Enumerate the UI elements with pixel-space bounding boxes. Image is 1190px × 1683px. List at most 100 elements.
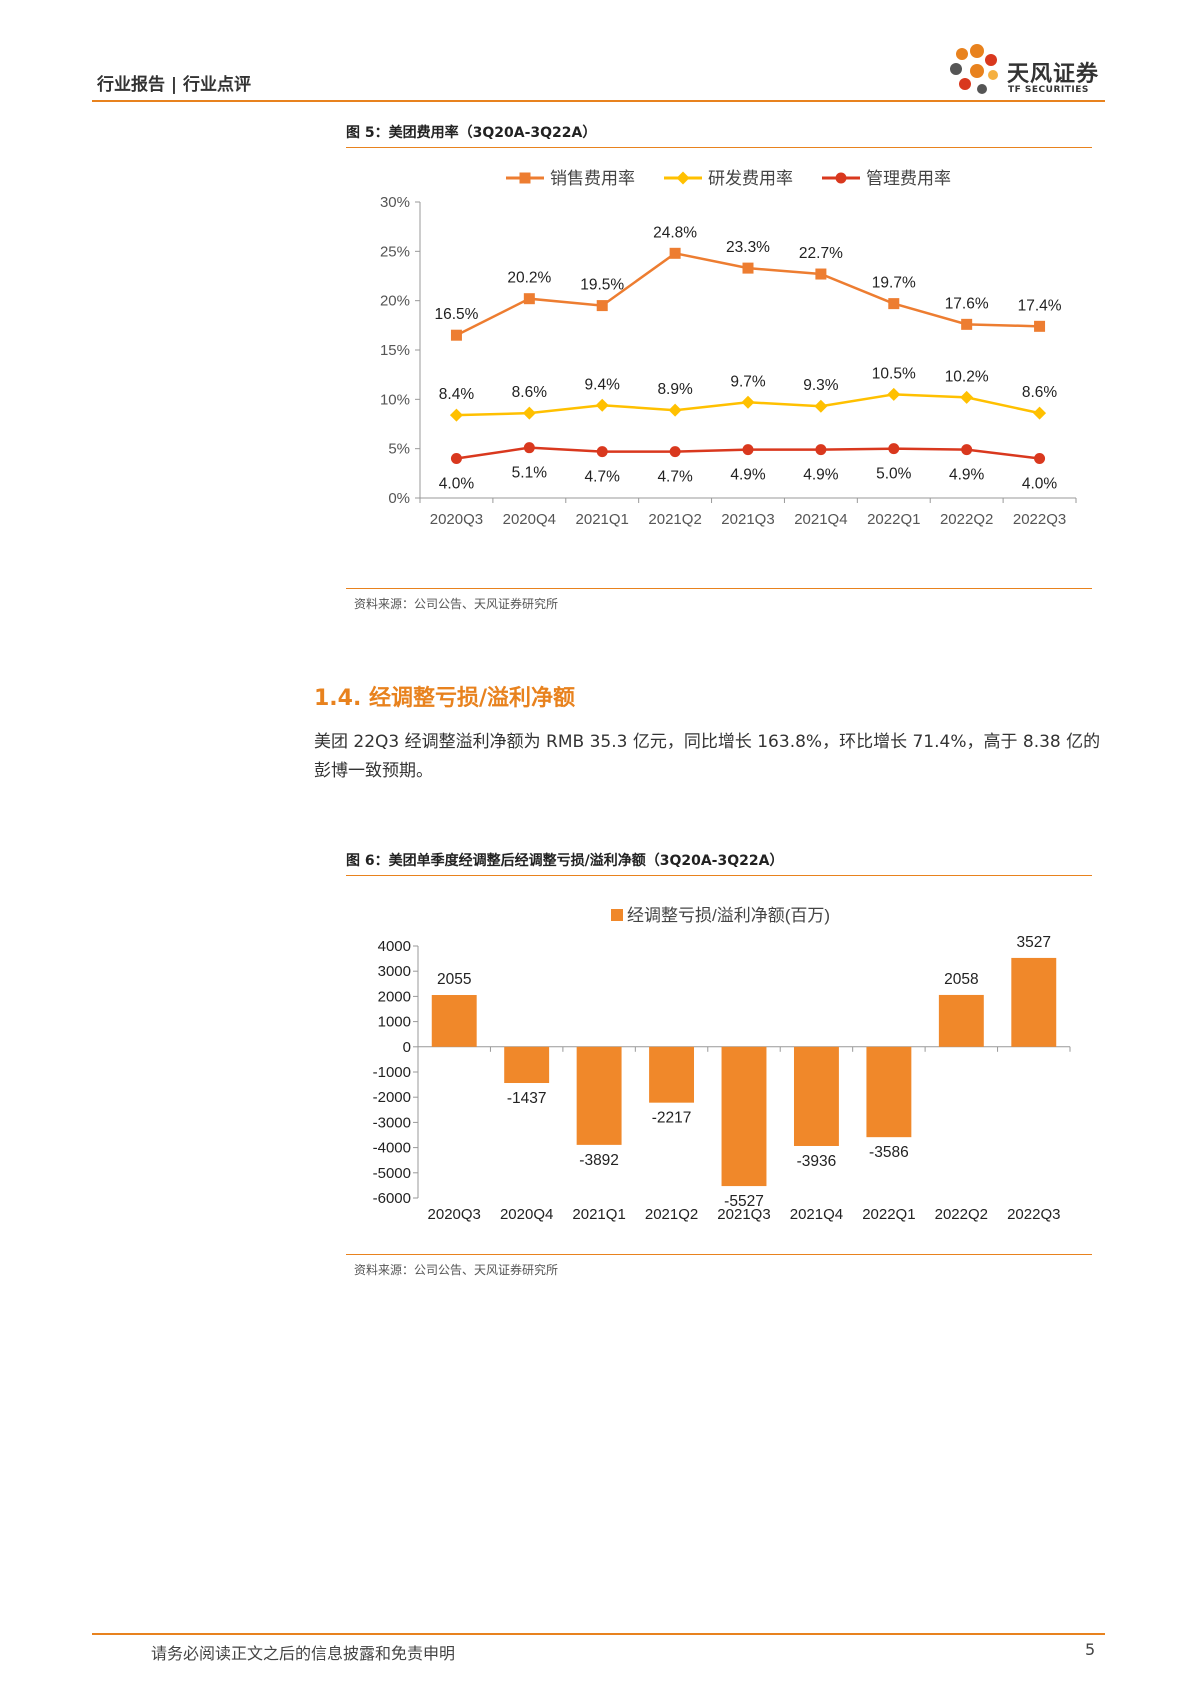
data-point [961,444,973,456]
y-tick-label: 25% [380,243,410,260]
figure5-bottom-rule [346,588,1092,589]
figure5-title: 图 5：美团费用率（3Q20A-3Q22A） [346,125,597,141]
data-point [449,408,463,422]
data-point [668,403,682,417]
data-point [596,446,608,458]
data-label: -3936 [797,1153,837,1170]
data-label: 9.4% [585,376,621,393]
figure6-top-rule [346,875,1092,876]
data-point [742,262,754,274]
data-label: 17.4% [1018,297,1062,314]
data-point [815,268,827,280]
flower-logo-icon [950,44,998,94]
data-label: 16.5% [434,306,478,323]
data-point [1033,406,1047,420]
data-label: 19.7% [872,275,916,292]
legend-label-0: 销售费用率 [550,169,635,188]
data-label: 22.7% [799,245,843,262]
footer-disclaimer: 请务必阅读正文之后的信息披露和免责申明 [151,1644,456,1663]
y-tick-label: -3000 [373,1114,411,1131]
x-tick-label: 2021Q4 [790,1206,843,1223]
bar [576,1046,622,1145]
y-tick-label: -1000 [373,1064,411,1081]
data-label: 17.6% [945,295,989,312]
brand-subtitle: TF SECURITIES [1008,85,1089,95]
x-tick-label: 2020Q4 [503,511,556,528]
figure6-source: 资料来源：公司公告、天风证券研究所 [354,1263,559,1277]
y-tick-label: 4000 [378,938,411,955]
data-label: -3586 [869,1144,909,1161]
y-tick-label: -6000 [373,1190,411,1207]
data-point [523,293,535,305]
tf-securities-logo [950,44,998,94]
data-point [1034,453,1046,465]
data-label: 8.6% [1022,384,1058,401]
data-label: 23.3% [726,239,770,256]
data-label: 3527 [1017,934,1051,951]
data-label: 2058 [944,971,978,988]
header-divider [92,100,1105,102]
data-label: 9.3% [803,377,839,394]
y-tick-label: 10% [380,391,410,408]
data-point [887,387,901,401]
data-label: 8.9% [657,381,693,398]
data-label: 10.2% [945,368,989,385]
y-tick-label: 3000 [378,963,411,980]
x-tick-label: 2022Q1 [867,511,920,528]
data-label: 8.4% [439,386,475,403]
data-label: 5.1% [512,465,548,482]
data-label: 9.7% [730,373,766,390]
x-tick-label: 2022Q3 [1013,511,1066,528]
bar [431,995,477,1047]
legend-label-2: 管理费用率 [866,169,951,188]
y-tick-label: 1000 [378,1014,411,1031]
x-tick-label: 2022Q2 [940,511,993,528]
x-tick-label: 2022Q3 [1007,1206,1060,1223]
data-point [888,298,900,310]
figure5-source: 资料来源：公司公告、天风证券研究所 [354,597,559,611]
y-tick-label: 0% [388,490,410,507]
figure6-bottom-rule [346,1254,1092,1255]
y-tick-label: 5% [388,441,410,458]
y-tick-label: -4000 [373,1140,411,1157]
bar [721,1046,767,1187]
data-point [961,318,973,330]
data-label: 5.0% [876,466,912,483]
bar [938,994,984,1047]
data-point [741,395,755,409]
data-point [596,300,608,312]
data-label: 24.8% [653,224,697,241]
figure5-top-rule [346,147,1092,148]
x-tick-label: 2021Q3 [721,511,774,528]
data-point [815,444,827,456]
x-tick-label: 2022Q2 [935,1206,988,1223]
body-paragraph: 美团 22Q3 经调整溢利净额为 RMB 35.3 亿元，同比增长 163.8%… [314,732,1101,781]
bar [793,1046,839,1146]
data-label: 4.7% [657,469,693,486]
data-point [1034,320,1046,332]
data-label: -1437 [507,1090,547,1107]
x-tick-label: 2021Q2 [648,511,701,528]
brand-name: 天风证券 [1007,62,1100,87]
data-label: 4.9% [949,467,985,484]
x-tick-label: 2021Q1 [576,511,629,528]
x-tick-label: 2021Q1 [572,1206,625,1223]
legend-label: 经调整亏损/溢利净额(百万) [627,906,830,925]
data-label: -2217 [652,1110,692,1127]
y-tick-label: -5000 [373,1165,411,1182]
report-type-header: 行业报告 | 行业点评 [97,75,252,95]
legend-label-1: 研发费用率 [708,169,793,188]
figure6-title: 图 6：美团单季度经调整后经调整亏损/溢利净额（3Q20A-3Q22A） [346,853,784,869]
y-tick-label: 15% [380,342,410,359]
y-tick-label: 0 [403,1039,411,1056]
data-label: 4.7% [585,469,621,486]
legend-marker-2 [835,172,847,184]
bar [1011,957,1057,1047]
data-label: 8.6% [512,384,548,401]
data-point [669,247,681,259]
data-label: -5527 [724,1193,764,1210]
data-point [669,446,681,458]
bar [649,1046,695,1103]
x-tick-label: 2020Q3 [430,511,483,528]
x-tick-label: 2021Q4 [794,511,847,528]
